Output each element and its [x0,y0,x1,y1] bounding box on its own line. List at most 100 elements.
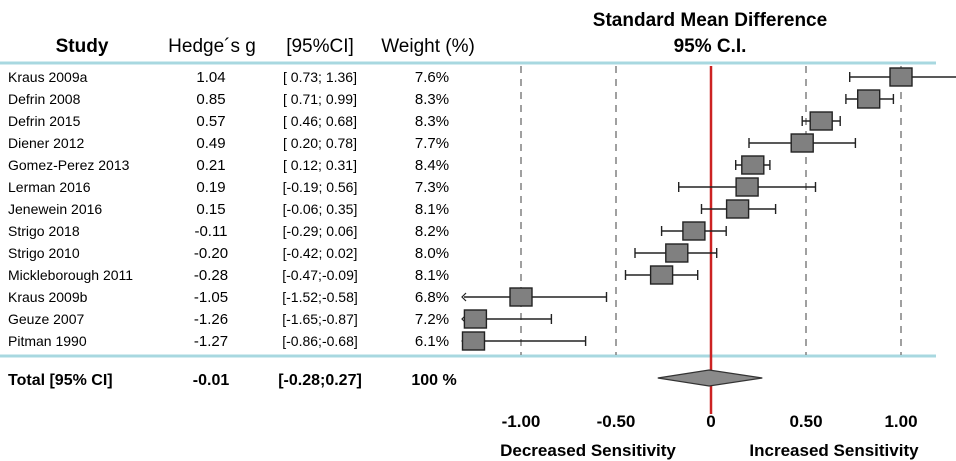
study-ci: [-0.06; 0.35] [283,201,358,217]
study-effect: 0.19 [196,179,225,196]
x-tick-label: 0.50 [789,412,822,431]
study-row: Defrin 2008 0.85 [ 0.71; 0.99] 8.3% [8,89,895,109]
point-estimate [649,265,674,285]
study-name: Geuze 2007 [8,311,84,327]
study-ci: [-1.65;-0.87] [282,311,358,327]
direction-right-label: Increased Sensitivity [749,441,919,460]
header-ci: [95%CI] [286,36,354,57]
point-estimate [741,155,765,175]
study-effect: -1.05 [194,289,228,306]
study-row: Strigo 2018 -0.11 [-0.29; 0.06] 8.2% [8,221,727,241]
study-effect: -1.26 [194,311,228,328]
point-estimate [809,111,833,131]
study-weight: 8.3% [415,113,449,130]
study-ci: [ 0.46; 0.68] [283,113,357,129]
study-weight: 8.1% [415,267,449,284]
pooled-diamond [657,369,763,387]
point-estimate [509,287,533,307]
study-row: Gomez-Perez 2013 0.21 [ 0.12; 0.31] 8.4% [8,155,771,175]
study-row: Lerman 2016 0.19 [-0.19; 0.56] 7.3% [8,177,817,197]
study-name: Defrin 2008 [8,91,81,107]
study-ci: [-0.86;-0.68] [282,333,358,349]
point-estimate [725,199,750,219]
study-row: Pitman 1990 -1.27 [-0.86;-0.68] 6.1% [8,331,587,351]
study-weight: 8.4% [415,157,449,174]
study-weight: 8.0% [415,245,449,262]
study-ci: [-0.29; 0.06] [283,223,358,239]
study-name: Strigo 2018 [8,223,80,239]
study-name: Lerman 2016 [8,179,91,195]
x-tick-label: 1.00 [884,412,917,431]
study-row: Defrin 2015 0.57 [ 0.46; 0.68] 8.3% [8,111,841,131]
study-row: Jenewein 2016 0.15 [-0.06; 0.35] 8.1% [8,199,777,219]
study-name: Strigo 2010 [8,245,80,261]
total-weight: 100 % [411,372,456,389]
study-effect: -0.28 [194,267,228,284]
study-weight: 8.3% [415,91,449,108]
study-weight: 8.1% [415,201,449,218]
study-effect: 0.21 [196,157,225,174]
study-ci: [-0.47;-0.09] [282,267,358,283]
point-estimate [735,177,759,197]
study-effect: 0.57 [196,113,225,130]
plot-header-line2: 95% C.I. [674,36,747,57]
study-row: Kraus 2009b -1.05 [-1.52;-0.58] 6.8% [8,287,608,307]
study-name: Kraus 2009a [8,69,88,85]
study-ci: [-1.52;-0.58] [282,289,358,305]
study-weight: 6.8% [415,289,449,306]
x-tick-label: -0.50 [597,412,636,431]
header-study: Study [56,36,109,57]
study-row: Geuze 2007 -1.26 [-1.65;-0.87] 7.2% [8,309,553,329]
study-effect: -0.11 [194,223,227,240]
study-name: Jenewein 2016 [8,201,102,217]
study-name: Kraus 2009b [8,289,88,305]
study-ci: [ 0.20; 0.78] [283,135,357,151]
total-label: Total [95% CI] [8,372,113,389]
point-estimate [682,221,706,241]
study-name: Mickleborough 2011 [8,267,133,283]
study-effect: 1.04 [196,69,225,86]
pooled-estimate [657,369,763,387]
study-weight: 7.7% [415,135,449,152]
study-weight: 7.6% [415,69,449,86]
point-estimate [857,89,881,109]
study-weight: 8.2% [415,223,449,240]
study-name: Pitman 1990 [8,333,87,349]
point-estimate [461,331,486,351]
point-estimate [665,243,689,263]
study-ci: [ 0.12; 0.31] [283,157,357,173]
plot-header-line1: Standard Mean Difference [593,10,827,31]
point-estimate [889,67,913,87]
study-row: Mickleborough 2011 -0.28 [-0.47;-0.09] 8.1% [8,265,699,285]
study-weight: 7.2% [415,311,449,328]
study-effect: -1.27 [194,333,228,350]
study-ci: [ 0.71; 0.99] [283,91,357,107]
study-weight: 6.1% [415,333,449,350]
study-name: Diener 2012 [8,135,84,151]
study-row: Kraus 2009a 1.04 [ 0.73; 1.36] 7.6% [8,67,956,87]
study-effect: 0.85 [196,91,225,108]
study-effect: 0.15 [196,201,225,218]
x-axis-ticks: -1.00 -0.50 0 0.50 1.00 [502,412,918,431]
direction-left-label: Decreased Sensitivity [500,441,676,460]
x-tick-label: -1.00 [502,412,541,431]
study-effect: 0.49 [196,135,225,152]
ci-truncation-arrow [461,292,467,302]
point-estimate [463,309,488,329]
study-effect: -0.20 [194,245,228,262]
study-row: Strigo 2010 -0.20 [-0.42; 0.02] 8.0% [8,243,718,263]
header-weight: Weight (%) [381,36,475,57]
total-effect: -0.01 [193,372,230,389]
header-effect: Hedge´s g [168,36,256,57]
reference-lines [520,66,902,355]
study-name: Defrin 2015 [8,113,81,129]
x-tick-label: 0 [706,412,715,431]
point-estimate [790,133,814,153]
study-ci: [-0.42; 0.02] [283,245,358,261]
total-ci: [-0.28;0.27] [278,372,362,389]
study-rows: Kraus 2009a 1.04 [ 0.73; 1.36] 7.6% Defrin 2… [8,67,956,351]
study-row: Diener 2012 0.49 [ 0.20; 0.78] 7.7% [8,133,857,153]
study-ci: [ 0.73; 1.36] [283,69,357,85]
study-name: Gomez-Perez 2013 [8,157,130,173]
